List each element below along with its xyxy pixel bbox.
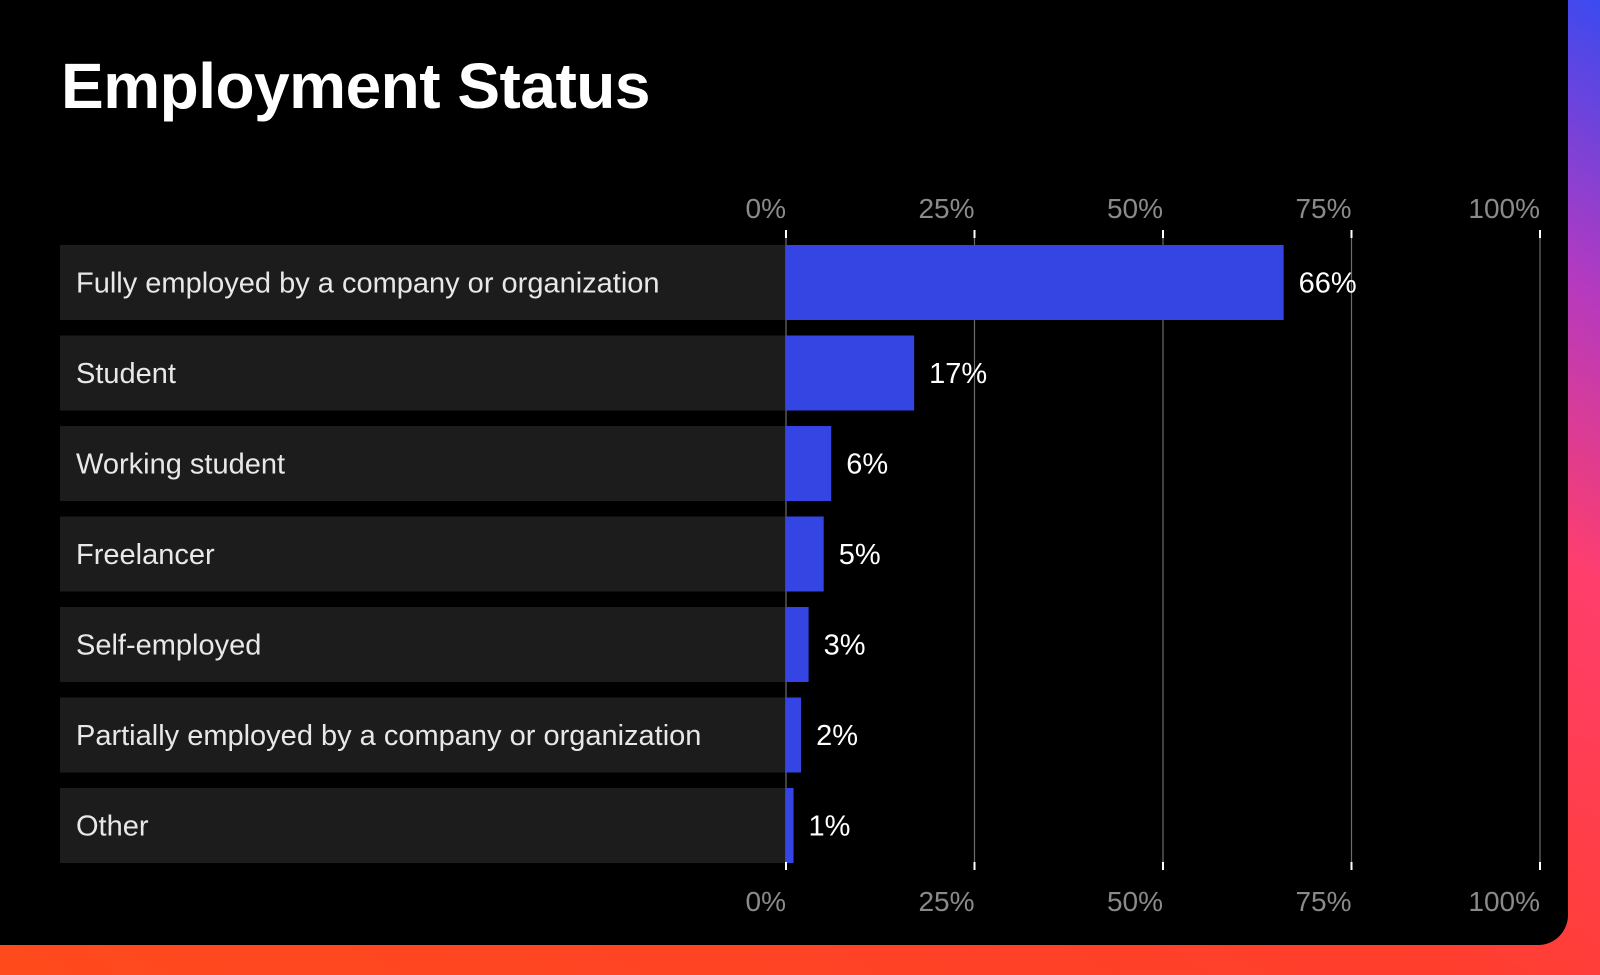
category-row-background (60, 426, 786, 501)
bar-chart: Fully employed by a company or organizat… (60, 193, 1541, 917)
category-row-background (60, 516, 786, 592)
value-label: 5% (839, 539, 881, 571)
x-tick-label-top: 0% (746, 193, 786, 224)
value-label: 17% (929, 358, 987, 390)
category-label: Freelancer (76, 539, 215, 571)
x-tick-label-top: 100% (1468, 193, 1540, 224)
x-tick-label-bottom: 25% (918, 886, 974, 917)
chart-panel: Employment Status Fully employed by a co… (0, 0, 1568, 945)
category-label: Working student (76, 449, 285, 481)
labels: Fully employed by a company or organizat… (76, 268, 1357, 843)
bar (786, 245, 1284, 320)
x-tick-label-bottom: 100% (1468, 886, 1540, 917)
axis-ticks: 0% 0% 25% 25% 50% 50% 75% 75% 100% 100% (746, 193, 1541, 917)
category-row-background (60, 335, 786, 411)
category-label: Other (76, 811, 149, 843)
category-row-background (60, 788, 786, 863)
gridlines (785, 230, 1541, 870)
category-row-background (60, 607, 786, 682)
category-label: Self-employed (76, 630, 261, 662)
x-tick-label-bottom: 0% (746, 886, 786, 917)
bar (786, 426, 832, 501)
row-backgrounds (60, 245, 786, 863)
category-label: Student (76, 358, 176, 390)
category-label: Fully employed by a company or organizat… (76, 268, 660, 300)
x-tick-label-top: 50% (1107, 193, 1163, 224)
x-tick-label-top: 25% (918, 193, 974, 224)
bar (786, 697, 802, 773)
value-label: 1% (809, 811, 851, 843)
bar (786, 335, 915, 411)
category-label: Partially employed by a company or organ… (76, 720, 701, 752)
value-label: 3% (824, 630, 866, 662)
chart-title: Employment Status (61, 50, 650, 122)
x-tick-label-bottom: 50% (1107, 886, 1163, 917)
bar (786, 607, 809, 682)
x-tick-label-bottom: 75% (1295, 886, 1351, 917)
category-row-background (60, 245, 786, 320)
bar (786, 788, 794, 863)
value-label: 66% (1299, 268, 1357, 300)
bar (786, 516, 824, 592)
category-row-background (60, 697, 786, 773)
bars (786, 245, 1284, 863)
value-label: 6% (846, 449, 888, 481)
x-tick-label-top: 75% (1295, 193, 1351, 224)
value-label: 2% (816, 720, 858, 752)
